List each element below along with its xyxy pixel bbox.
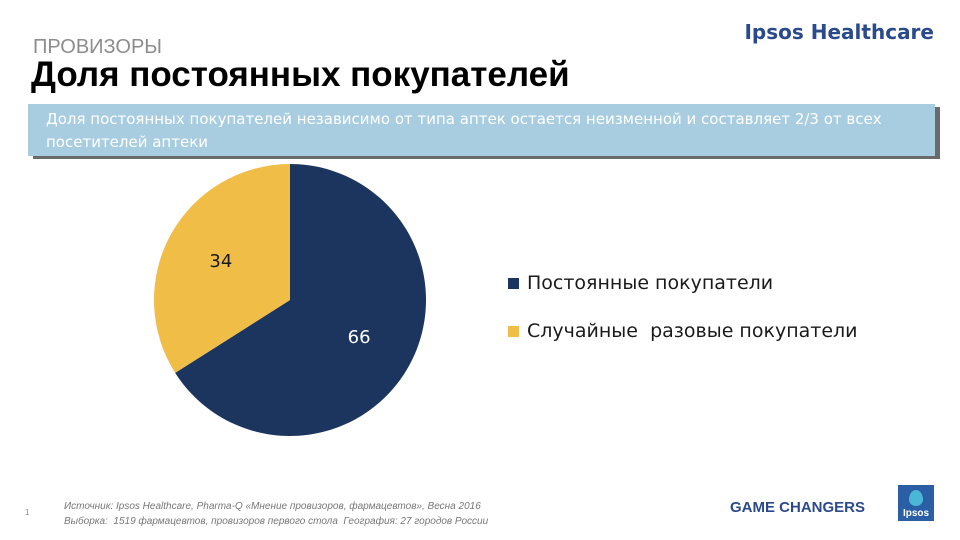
source-line-1: Источник: Ipsos Healthcare, Pharma-Q «Мн…	[64, 501, 481, 512]
brand-name: Ipsos Healthcare	[744, 20, 934, 44]
legend-swatch-regular	[508, 277, 519, 289]
pie-label-regular: 66	[348, 327, 371, 348]
logo-text: Ipsos	[902, 508, 930, 519]
pie-labels: 66 34	[209, 251, 370, 348]
legend-label-regular: Постоянные покупатели	[527, 272, 774, 294]
legend-swatch-occasional	[508, 325, 519, 337]
section-label: ПРОВИЗОРЫ	[33, 36, 163, 58]
game-changers-tagline: GAME CHANGERS	[730, 499, 866, 516]
legend-item-regular: Постоянные покупатели	[508, 268, 858, 298]
source-line-2: Выборка: 1519 фармацевтов, провизоров пе…	[64, 516, 489, 527]
pie-slice-regular	[175, 164, 427, 436]
logo-drop-icon	[909, 490, 923, 506]
pie-slices	[154, 164, 427, 436]
legend-item-occasional: Случайные разовые покупатели	[508, 316, 858, 346]
callout-box: Доля постоянных покупателей независимо о…	[28, 104, 935, 156]
pie-slice-occasional	[154, 164, 290, 373]
chart-legend: Постоянные покупатели Случайные разовые …	[508, 268, 858, 364]
page-title: Доля постоянных покупателей	[31, 55, 570, 94]
legend-label-occasional: Случайные разовые покупатели	[527, 320, 858, 342]
callout-text: Доля постоянных покупателей независимо о…	[46, 110, 882, 151]
ipsos-logo: Ipsos	[898, 485, 934, 521]
pie-label-occasional: 34	[209, 251, 232, 272]
source-note: Источник: Ipsos Healthcare, Pharma-Q «Мн…	[64, 499, 488, 529]
slide-number: 1	[25, 508, 30, 517]
